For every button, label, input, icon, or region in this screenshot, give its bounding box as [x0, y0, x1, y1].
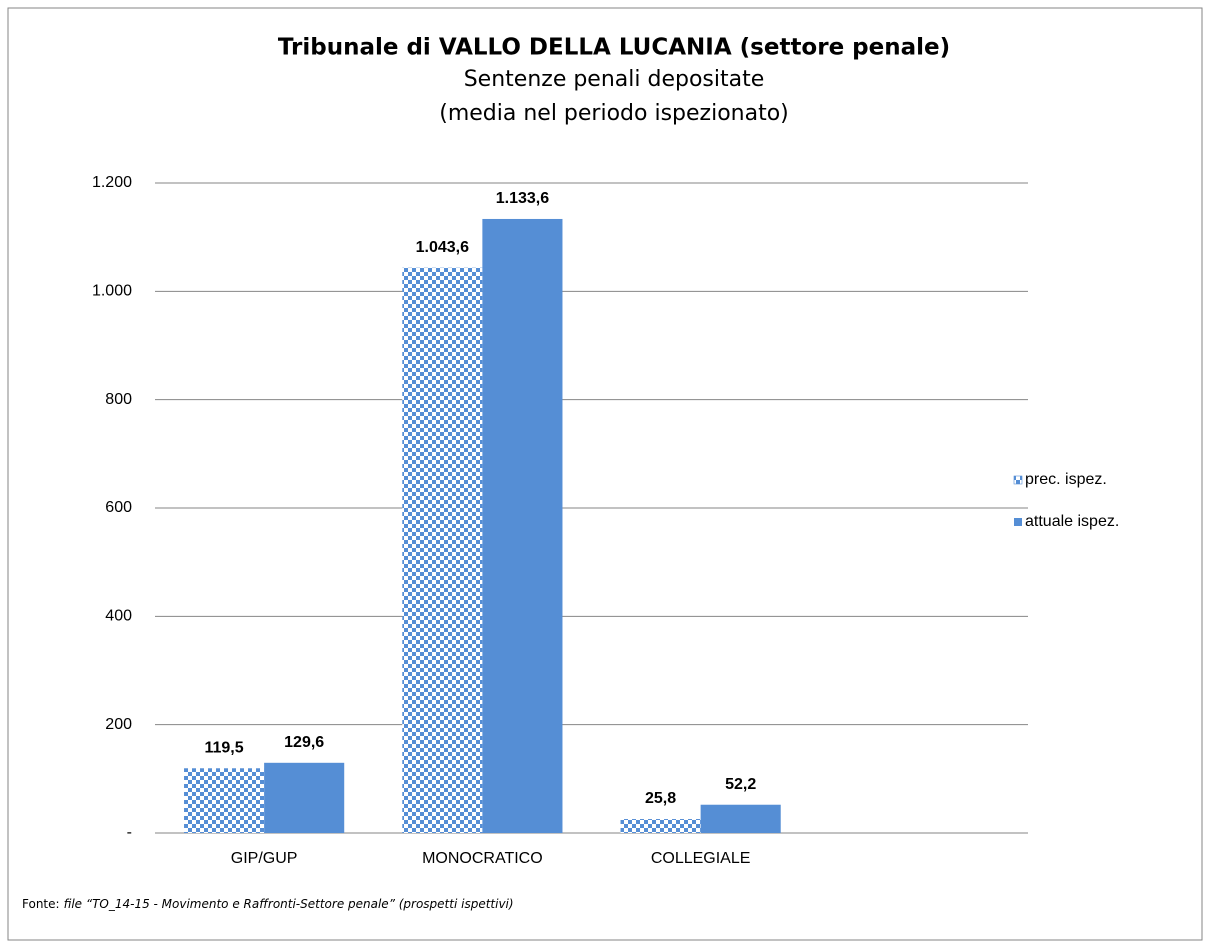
bar — [184, 768, 265, 833]
legend-label: attuale ispez. — [1025, 513, 1119, 530]
legend-swatch — [1014, 518, 1022, 526]
legend-label: prec. ispez. — [1025, 471, 1107, 488]
bar — [402, 267, 483, 833]
legend-swatch — [1013, 475, 1023, 485]
y-tick-label: 600 — [105, 499, 132, 516]
source: Fonte: file “TO_14-15 - Movimento e Raffr… — [22, 897, 514, 911]
y-tick-label: - — [127, 824, 132, 841]
value-label: 1.133,6 — [496, 190, 549, 207]
value-label: 25,8 — [645, 790, 676, 807]
chart-subtitle: (media nel periodo ispezionato) — [439, 101, 789, 126]
bar — [264, 762, 345, 833]
y-tick-label: 800 — [105, 391, 132, 408]
bar — [700, 804, 781, 833]
value-label: 52,2 — [725, 776, 756, 793]
bar — [482, 218, 563, 833]
y-tick-label: 200 — [105, 716, 132, 733]
value-label: 129,6 — [284, 734, 324, 751]
x-tick-label: MONOCRATICO — [422, 850, 543, 867]
bar — [620, 819, 701, 833]
source-text: file “TO_14-15 - Movimento e Raffronti-S… — [64, 897, 514, 911]
chart-subtitle: Sentenze penali depositate — [464, 67, 765, 92]
value-label: 119,5 — [204, 739, 243, 756]
value-label: 1.043,6 — [416, 239, 469, 256]
x-tick-label: COLLEGIALE — [651, 850, 751, 867]
y-tick-label: 400 — [105, 608, 132, 625]
y-tick-label: 1.000 — [92, 283, 132, 300]
y-tick-label: 1.200 — [92, 174, 132, 191]
source-label: Fonte: — [22, 897, 60, 911]
x-tick-label: GIP/GUP — [231, 850, 298, 867]
chart-title: Tribunale di VALLO DELLA LUCANIA (settor… — [278, 35, 950, 61]
